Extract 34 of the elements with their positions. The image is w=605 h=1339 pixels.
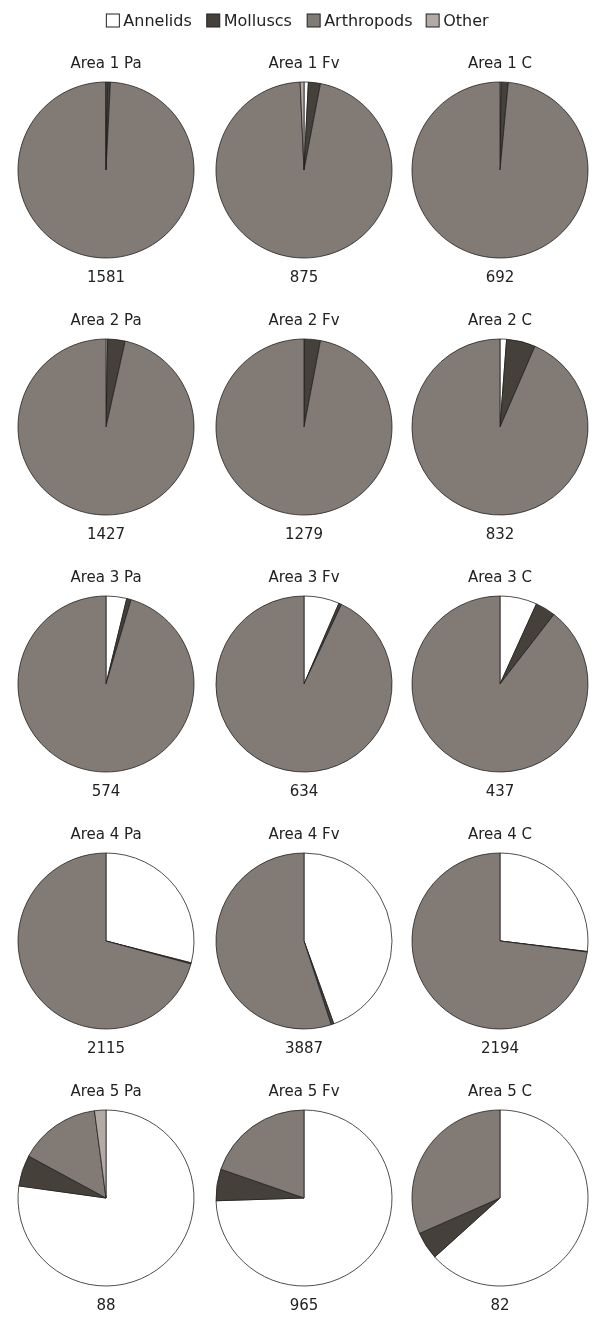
chart-title: Area 5 C — [467, 1082, 533, 1100]
text: 965 — [289, 1296, 319, 1314]
chart-title: Area 2 C — [467, 311, 533, 329]
chart-title: Area 4 Fv — [268, 825, 340, 843]
legend-label: Other — [443, 11, 489, 30]
text: 634 — [289, 782, 319, 800]
legend-label: Arthropods — [324, 11, 413, 30]
text: 1427 — [86, 525, 126, 543]
text: 437 — [485, 782, 515, 800]
chart-title: Area 5 Pa — [70, 1082, 142, 1100]
text: 82 — [490, 1296, 510, 1314]
text: 2194 — [480, 1039, 520, 1057]
chart-title: Area 5 Fv — [268, 1082, 340, 1100]
chart-title: Area 3 Fv — [268, 568, 340, 586]
text: 1279 — [284, 525, 324, 543]
chart-title: Area 4 C — [467, 825, 533, 843]
text: 574 — [91, 782, 121, 800]
chart-title: Area 2 Fv — [268, 311, 340, 329]
chart-title: Area 3 C — [467, 568, 533, 586]
text: Area 1 Pa — [70, 54, 142, 72]
legend-label: Molluscs — [223, 11, 292, 30]
text: 2115 — [86, 1039, 126, 1057]
text: 88 — [96, 1296, 116, 1314]
chart-title: Area 4 Pa — [70, 825, 142, 843]
text: 875 — [289, 268, 319, 286]
text: 832 — [485, 525, 515, 543]
chart-title: Area 3 Pa — [70, 568, 142, 586]
chart-title: Area 1 C — [467, 54, 533, 72]
text: 692 — [485, 268, 515, 286]
text: 3887 — [284, 1039, 324, 1057]
chart-title: Area 1 Fv — [268, 54, 340, 72]
chart-title: Area 2 Pa — [70, 311, 142, 329]
text: 1581 — [86, 268, 126, 286]
legend-label: Annelids — [123, 11, 192, 30]
